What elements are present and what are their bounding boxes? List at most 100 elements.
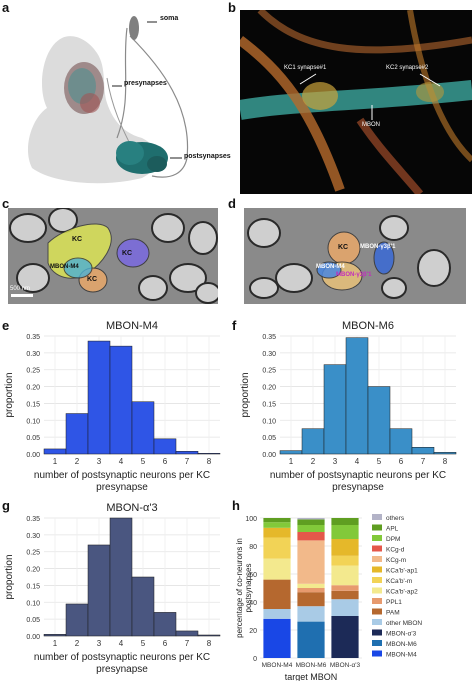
- y-axis-label: proportion: [4, 372, 15, 417]
- panel-letter-b: b: [228, 0, 236, 15]
- y-tick-label: 0.00: [26, 452, 40, 459]
- histogram-bar: [323, 364, 347, 455]
- y-tick-label: 0.00: [26, 634, 40, 641]
- histogram-bar: [65, 603, 89, 637]
- y-tick-label: 0.20: [262, 385, 276, 392]
- x-axis-label: number of postsynaptic neurons per KC: [34, 652, 210, 663]
- stacked-segment: [331, 565, 359, 586]
- x-tick-label: 4: [355, 457, 360, 466]
- y-tick-label: 0.35: [26, 334, 40, 341]
- legend-label: PAM: [386, 610, 400, 617]
- stacked-segment: [263, 537, 291, 559]
- stacked-segment: [297, 532, 325, 541]
- em-image-c: KC KC KC MBON-M4 500 nm: [8, 208, 218, 304]
- histogram-bar: [131, 576, 155, 637]
- y-tick-label: 0.15: [26, 401, 40, 408]
- y-tick-label: 0.10: [262, 418, 276, 425]
- stacked-segment: [331, 616, 359, 658]
- histogram-bar: [87, 340, 111, 455]
- x-axis-label: target MBON: [285, 672, 338, 681]
- x-tick-label: 3: [97, 639, 102, 648]
- mbon-g3b1-top-label: MBON-γ3β'1: [360, 244, 396, 250]
- stacked-segment: [297, 519, 325, 525]
- legend-label: MBON-α'3: [386, 631, 417, 638]
- x-tick-label: 7: [421, 457, 426, 466]
- y-tick-label: 40: [249, 600, 257, 607]
- stacked-segment: [297, 540, 325, 584]
- histogram-mbon-alpha3: MBON-α'3 0.00 0.05 0.10 0.15 0.20 0.25 0.30 0.35…: [4, 502, 221, 675]
- stacked-segment: [331, 599, 359, 616]
- kc-top-label: KC: [72, 236, 83, 243]
- histogram-bar: [109, 517, 133, 637]
- mbon-m4-label-d: MBON-M4: [316, 264, 345, 270]
- histogram-bar: [87, 544, 111, 637]
- y-axis-label: proportion: [240, 372, 251, 417]
- x-tick-label: 2: [75, 457, 80, 466]
- stacked-segment: [297, 588, 325, 593]
- legend-swatch: [372, 608, 382, 615]
- chart-title: MBON-M4: [106, 320, 158, 332]
- y-tick-label: 0: [253, 656, 257, 663]
- kc1-synapse-label: KC1 synapse#1: [284, 65, 327, 71]
- y-tick-label: 0.25: [262, 368, 276, 375]
- y-tick-label: 0.05: [26, 435, 40, 442]
- x-axis-label: presynapse: [96, 482, 148, 493]
- y-tick-label: 0.30: [26, 351, 40, 358]
- x-tick-label: 6: [163, 639, 168, 648]
- stacked-segment: [263, 527, 291, 538]
- legend-swatch: [372, 619, 382, 625]
- stacked-segment: [297, 518, 325, 520]
- soma-label: soma: [160, 15, 179, 22]
- x-tick-label: 5: [141, 457, 146, 466]
- histogram-bar: [175, 630, 199, 637]
- x-tick-label: 6: [399, 457, 404, 466]
- stacked-segment: [331, 518, 359, 525]
- soma-shape: [129, 16, 139, 40]
- chart-title: MBON-M6: [342, 320, 394, 332]
- y-tick-label: 0.20: [26, 567, 40, 574]
- x-axis-label: presynapse: [332, 482, 384, 493]
- legend-swatch: [372, 650, 382, 657]
- histogram-bar: [43, 448, 67, 455]
- scale-bar: [11, 294, 33, 297]
- panel-letter-e: e: [2, 318, 10, 333]
- y-axis-label: percentage of co-neurons in: [236, 538, 244, 638]
- x-tick-label: 1: [289, 457, 294, 466]
- histogram-bar: [153, 438, 177, 455]
- legend-swatch: [372, 556, 382, 562]
- panel-letter-h: h: [232, 498, 240, 513]
- histogram-bar: [131, 401, 155, 455]
- histogram-bar: [43, 634, 67, 637]
- y-tick-label: 20: [249, 628, 257, 635]
- x-axis-label: presynapse: [96, 664, 148, 675]
- histogram-bar: [345, 337, 369, 455]
- legend-label: DPM: [386, 536, 400, 543]
- scale-label: 500 nm: [10, 286, 31, 292]
- stacked-segment: [297, 606, 325, 622]
- stacked-segment: [263, 609, 291, 619]
- x-axis-label: number of postsynaptic neurons per KC: [270, 470, 446, 481]
- x-tick-label: 3: [97, 457, 102, 466]
- y-tick-label: 80: [249, 544, 257, 551]
- y-axis-label: proportion: [4, 554, 15, 599]
- legend-swatch: [372, 535, 382, 541]
- x-axis-label: number of postsynaptic neurons per KC: [34, 470, 210, 481]
- legend-label: MBON-M6: [386, 641, 417, 648]
- postsynapse-cluster: [116, 141, 168, 174]
- legend-label: other MBON: [386, 620, 422, 627]
- legend-swatch: [372, 514, 382, 520]
- y-tick-label: 0.30: [262, 351, 276, 358]
- histogram-bar: [65, 413, 89, 455]
- histogram-mbon-m6: MBON-M6 0.00 0.05 0.10 0.15 0.20 0.25 0.30 0.35 1…: [240, 320, 457, 493]
- stacked-segment: [331, 585, 359, 591]
- legend-label: KCa'b'-m: [386, 578, 412, 585]
- neuron-reconstruction-image: [27, 16, 189, 184]
- stacked-segment: [297, 592, 325, 607]
- stacked-segment: [263, 618, 291, 658]
- legend-swatch: [372, 629, 382, 636]
- mbon-g3b1-bottom-label: MBON-γ3β'1: [336, 272, 372, 278]
- x-tick-label: 3: [333, 457, 338, 466]
- x-tick-label: 2: [75, 639, 80, 648]
- legend-swatch: [372, 524, 382, 531]
